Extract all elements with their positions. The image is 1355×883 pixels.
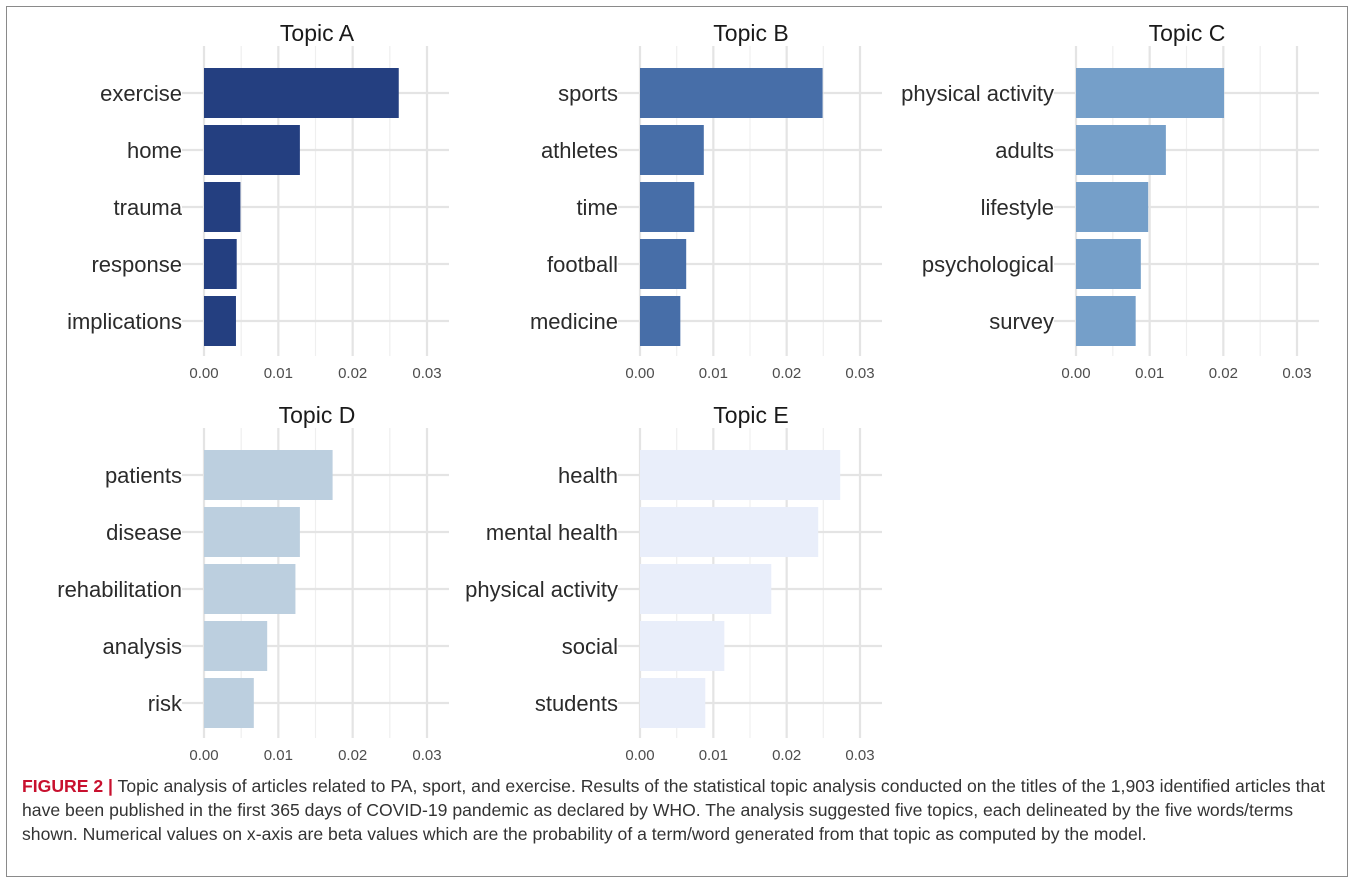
- category-label: home: [127, 138, 182, 163]
- bar-response: [204, 239, 237, 289]
- x-tick-label: 0.01: [699, 365, 728, 382]
- bar-patients: [204, 450, 333, 500]
- x-tick-label: 0.03: [845, 747, 874, 764]
- bar-physical-activity: [640, 564, 772, 614]
- panel-title: Topic E: [713, 402, 788, 428]
- bar-disease: [204, 507, 300, 557]
- figure-frame: [6, 6, 1348, 877]
- x-tick-label: 0.00: [1061, 365, 1090, 382]
- bar-exercise: [204, 68, 399, 118]
- bar-survey: [1076, 296, 1136, 346]
- bar-students: [640, 678, 706, 728]
- category-label: response: [91, 252, 182, 277]
- panel-title: Topic A: [280, 20, 355, 46]
- x-tick-label: 0.02: [1209, 365, 1238, 382]
- category-label: risk: [148, 691, 183, 716]
- bar-risk: [204, 678, 254, 728]
- x-tick-label: 0.02: [772, 365, 801, 382]
- bar-health: [640, 450, 841, 500]
- category-label: physical activity: [465, 577, 618, 602]
- figure-caption: FIGURE 2 | Topic analysis of articles re…: [22, 774, 1334, 846]
- panel-title: Topic D: [279, 402, 356, 428]
- x-tick-label: 0.00: [625, 747, 654, 764]
- bar-medicine: [640, 296, 681, 346]
- category-label: physical activity: [901, 81, 1054, 106]
- bar-athletes: [640, 125, 704, 175]
- x-tick-label: 0.01: [264, 747, 293, 764]
- bar-physical-activity: [1076, 68, 1225, 118]
- x-tick-label: 0.01: [699, 747, 728, 764]
- x-tick-label: 0.01: [264, 365, 293, 382]
- bar-lifestyle: [1076, 182, 1149, 232]
- bar-football: [640, 239, 687, 289]
- x-tick-label: 0.03: [1282, 365, 1311, 382]
- category-label: lifestyle: [981, 195, 1054, 220]
- x-tick-label: 0.00: [625, 365, 654, 382]
- x-tick-label: 0.03: [412, 365, 441, 382]
- x-tick-label: 0.00: [189, 365, 218, 382]
- bar-trauma: [204, 182, 241, 232]
- topic-bar-charts: exercise home trauma response implications 0.…: [57, 20, 1319, 764]
- x-tick-label: 0.00: [189, 747, 218, 764]
- panel-title: Topic B: [713, 20, 788, 46]
- bar-mental-health: [640, 507, 819, 557]
- x-tick-label: 0.02: [338, 747, 367, 764]
- category-label: patients: [105, 463, 182, 488]
- category-label: sports: [558, 81, 618, 106]
- category-label: trauma: [114, 195, 183, 220]
- category-label: disease: [106, 520, 182, 545]
- category-label: exercise: [100, 81, 182, 106]
- figure-label: FIGURE 2 |: [22, 776, 113, 796]
- category-label: implications: [67, 309, 182, 334]
- bar-sports: [640, 68, 823, 118]
- x-tick-label: 0.02: [772, 747, 801, 764]
- category-label: analysis: [103, 634, 182, 659]
- bar-time: [640, 182, 695, 232]
- category-label: survey: [989, 309, 1054, 334]
- category-label: students: [535, 691, 618, 716]
- category-label: adults: [995, 138, 1054, 163]
- bar-adults: [1076, 125, 1166, 175]
- panel-title: Topic C: [1149, 20, 1226, 46]
- x-tick-label: 0.02: [338, 365, 367, 382]
- bar-rehabilitation: [204, 564, 296, 614]
- caption-text: Topic analysis of articles related to PA…: [22, 776, 1325, 844]
- category-label: rehabilitation: [57, 577, 182, 602]
- x-tick-label: 0.03: [412, 747, 441, 764]
- category-label: social: [562, 634, 618, 659]
- bar-analysis: [204, 621, 268, 671]
- category-label: medicine: [530, 309, 618, 334]
- category-label: athletes: [541, 138, 618, 163]
- category-label: psychological: [922, 252, 1054, 277]
- bar-home: [204, 125, 300, 175]
- bar-social: [640, 621, 725, 671]
- category-label: football: [547, 252, 618, 277]
- bar-implications: [204, 296, 236, 346]
- bar-psychological: [1076, 239, 1141, 289]
- category-label: health: [558, 463, 618, 488]
- x-tick-label: 0.01: [1135, 365, 1164, 382]
- category-label: mental health: [486, 520, 618, 545]
- category-label: time: [576, 195, 618, 220]
- x-tick-label: 0.03: [845, 365, 874, 382]
